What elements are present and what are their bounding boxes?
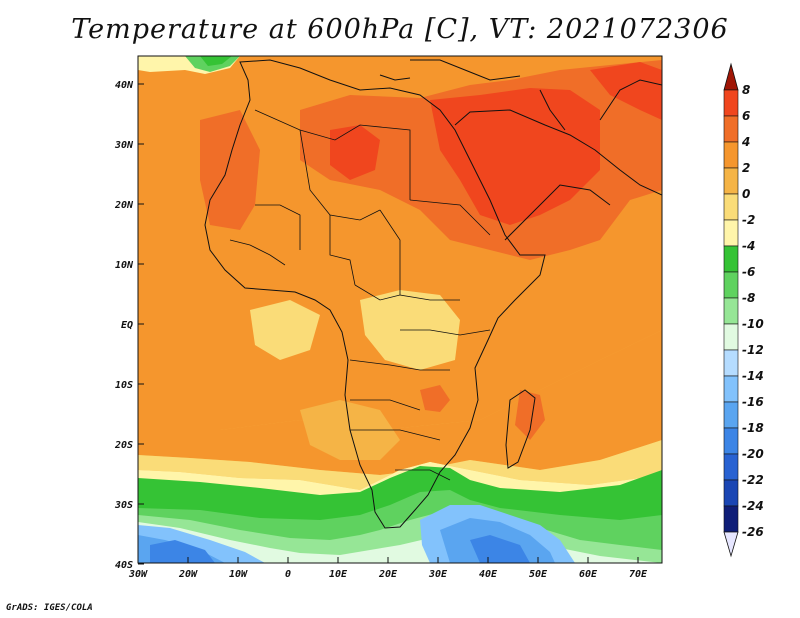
contour-band-19 bbox=[200, 110, 260, 230]
colorbar-label: -4 bbox=[742, 239, 755, 253]
border-8 bbox=[350, 399, 421, 411]
colorbar-segment bbox=[723, 401, 739, 429]
contour-band-13 bbox=[150, 540, 215, 563]
coastline-0 bbox=[204, 59, 546, 529]
lon-tick-label: 60E bbox=[579, 569, 598, 580]
contour-band-14 bbox=[470, 535, 530, 563]
lon-tick-label: 20W bbox=[178, 569, 198, 580]
lon-tick-label: 30W bbox=[128, 569, 148, 580]
lon-tick-label: 70E bbox=[629, 569, 648, 580]
contour-band-21 bbox=[330, 125, 380, 180]
colorbar-label: 6 bbox=[742, 109, 750, 123]
coastline-7 bbox=[379, 74, 411, 81]
colorbar-segment bbox=[723, 297, 739, 325]
contour-band-2 bbox=[138, 330, 662, 475]
border-2 bbox=[409, 199, 491, 236]
lat-tick-label: 30N bbox=[114, 140, 134, 151]
coastline-2 bbox=[454, 109, 662, 196]
colorbar-segment bbox=[723, 115, 739, 143]
border-0 bbox=[254, 109, 411, 200]
colorbar-label: 2 bbox=[742, 161, 750, 175]
plot-frame bbox=[137, 55, 663, 564]
colorbar-segment bbox=[723, 245, 739, 273]
map-title: Temperature at 600hPa [C], VT: 202107230… bbox=[71, 14, 729, 45]
border-7 bbox=[349, 359, 450, 371]
border-3 bbox=[329, 215, 356, 286]
colorbar-segment bbox=[723, 323, 739, 351]
lon-tick-label: 20E bbox=[378, 569, 398, 580]
contour-band-22 bbox=[590, 62, 662, 120]
colorbar-label: -18 bbox=[742, 421, 764, 435]
colorbar-label: 4 bbox=[741, 135, 750, 149]
lat-tick-label: 10N bbox=[115, 260, 134, 271]
colorbar-label: -2 bbox=[742, 213, 755, 227]
colorbar-label: -12 bbox=[742, 343, 764, 357]
colorbar-label: 0 bbox=[742, 187, 750, 201]
colorbar-label: -24 bbox=[742, 499, 764, 513]
coastline-3 bbox=[504, 184, 611, 241]
colorbar-label: -26 bbox=[742, 525, 764, 539]
colorbar-segment bbox=[723, 427, 739, 455]
border-12 bbox=[229, 239, 286, 266]
colorbar-segment bbox=[723, 479, 739, 507]
colorbar-segment bbox=[723, 453, 739, 481]
colorbar-segment bbox=[723, 271, 739, 299]
contour-band-26 bbox=[515, 390, 545, 440]
coastline-1 bbox=[505, 389, 536, 469]
lon-tick-label: 10E bbox=[329, 569, 348, 580]
colorbar-segment bbox=[723, 219, 739, 247]
lat-tick-label: EQ bbox=[121, 320, 133, 331]
grads-credit: GrADS: IGES/COLA bbox=[6, 603, 93, 613]
colorbar-top-arrow bbox=[723, 62, 739, 91]
lat-tick-label: 20S bbox=[114, 440, 133, 451]
colorbar-bottom-arrow bbox=[723, 531, 739, 558]
contour-band-27 bbox=[420, 385, 450, 412]
longitude-axis: 30W 20W 10W 0 10E 20E 30E 40E 50E 60E 70E bbox=[128, 557, 648, 580]
colorbar-segment bbox=[723, 167, 739, 195]
colorbar-label: -8 bbox=[742, 291, 755, 305]
lon-tick-label: 0 bbox=[285, 569, 291, 580]
colorbar-label: -10 bbox=[742, 317, 764, 331]
lat-tick-label: 40N bbox=[115, 80, 134, 91]
colorbar-segment bbox=[723, 375, 739, 403]
lat-tick-label: 40S bbox=[115, 560, 133, 571]
colorbar-segment bbox=[723, 193, 739, 221]
contour-band-17 bbox=[200, 56, 232, 66]
colorbar-segment bbox=[723, 505, 739, 533]
colorbar-segment bbox=[723, 349, 739, 377]
coastline-6 bbox=[410, 59, 521, 81]
colorbar-label: -20 bbox=[742, 447, 764, 461]
contour-band-3 bbox=[138, 440, 662, 490]
lat-tick-label: 10S bbox=[115, 380, 133, 391]
lon-tick-label: 30E bbox=[428, 569, 448, 580]
border-5 bbox=[354, 284, 401, 301]
colorbar-label: -22 bbox=[742, 473, 764, 487]
colorbar-label: 8 bbox=[742, 83, 750, 97]
lat-tick-label: 30S bbox=[114, 500, 133, 511]
contour-band-20 bbox=[430, 88, 600, 225]
lon-tick-label: 40E bbox=[479, 569, 498, 580]
coastlines-borders bbox=[204, 59, 662, 529]
border-11 bbox=[255, 204, 301, 250]
border-6 bbox=[400, 329, 491, 336]
colorbar-segment bbox=[723, 141, 739, 169]
border-9 bbox=[350, 429, 441, 441]
lon-tick-label: 50E bbox=[529, 569, 548, 580]
colorbar-segment bbox=[723, 89, 739, 117]
coastline-5 bbox=[539, 89, 566, 131]
contour-band-24 bbox=[250, 300, 320, 360]
colorbar-label: -14 bbox=[742, 369, 764, 383]
colorbar-label: -16 bbox=[742, 395, 764, 409]
border-10 bbox=[395, 469, 451, 481]
colorbar-label: -6 bbox=[742, 265, 755, 279]
coastline-4 bbox=[599, 79, 662, 121]
latitude-axis: 40N 30N 20N 10N EQ 10S 20S 30S 40S bbox=[114, 80, 144, 571]
lon-tick-label: 10W bbox=[229, 569, 248, 580]
lat-tick-label: 20N bbox=[114, 200, 134, 211]
